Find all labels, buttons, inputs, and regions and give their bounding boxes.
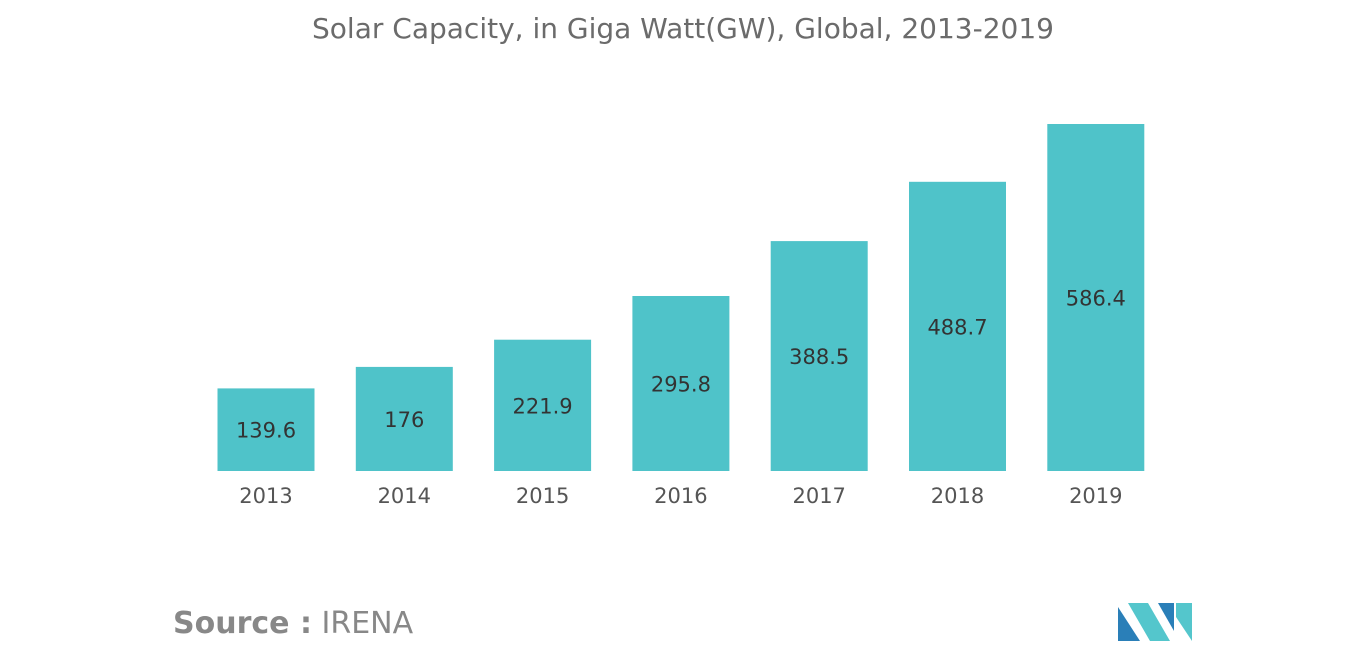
value-label-2015: 221.9 (513, 394, 573, 418)
bar-2016 (632, 296, 730, 471)
x-tick-label-2015: 2015 (516, 484, 569, 508)
logo-shape-right-light (1176, 603, 1192, 641)
source-note: Source : IRENA (173, 606, 413, 641)
value-label-2017: 388.5 (789, 345, 849, 369)
x-tick-label-2018: 2018 (931, 484, 984, 508)
bar-2014 (355, 366, 453, 471)
x-tick-labels-group: 2013 2014 2015 2016 2017 2018 2019 (239, 484, 1122, 508)
logo-shape-mid (1128, 603, 1170, 641)
value-labels-group: 139.6 176 221.9 295.8 388.5 488.7 586.4 (236, 287, 1126, 443)
source-prefix: Source : (173, 606, 312, 641)
source-name: IRENA (321, 606, 414, 641)
bar-2019 (1047, 124, 1145, 471)
logo-shape-right-dark (1158, 603, 1174, 631)
bars-group (217, 124, 1145, 472)
mordor-intelligence-logo-icon (1118, 603, 1192, 641)
value-label-2014: 176 (384, 408, 424, 432)
value-label-2018: 488.7 (927, 315, 987, 339)
chart-title: Solar Capacity, in Giga Watt(GW), Global… (312, 12, 1054, 45)
bar-2018 (909, 181, 1006, 472)
logo-shape-left (1118, 607, 1140, 641)
x-tick-label-2019: 2019 (1069, 484, 1122, 508)
value-label-2019: 586.4 (1066, 287, 1126, 311)
value-label-2016: 295.8 (651, 373, 711, 397)
x-tick-label-2016: 2016 (654, 484, 707, 508)
x-tick-label-2014: 2014 (378, 484, 431, 508)
x-tick-label-2013: 2013 (239, 484, 292, 508)
bar-2013 (217, 388, 315, 471)
value-label-2013: 139.6 (236, 419, 296, 443)
bar-2017 (770, 241, 868, 471)
bar-2015 (494, 339, 592, 471)
x-tick-label-2017: 2017 (792, 484, 845, 508)
